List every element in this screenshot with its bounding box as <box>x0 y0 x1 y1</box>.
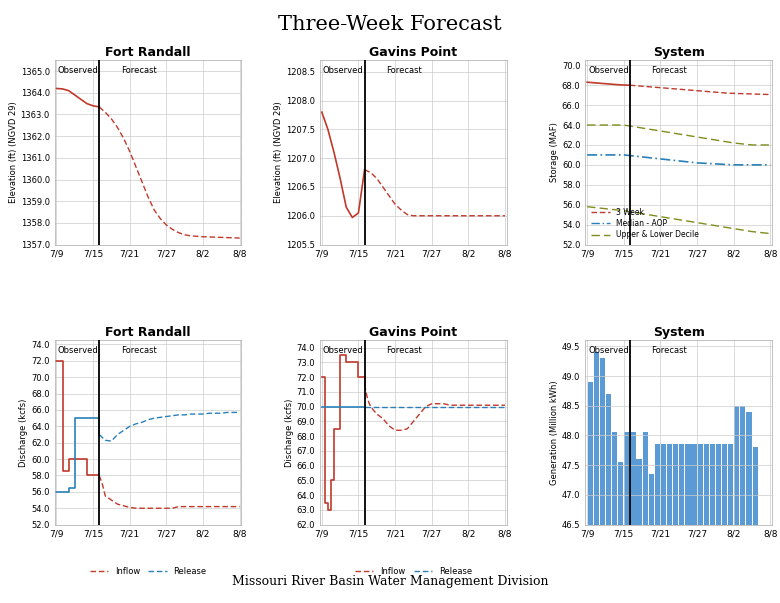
Bar <box>740 406 746 525</box>
Bar <box>636 459 642 525</box>
Text: Forecast: Forecast <box>651 66 687 75</box>
Text: Observed: Observed <box>58 346 98 355</box>
Y-axis label: Elevation (ft) (NGVD 29): Elevation (ft) (NGVD 29) <box>275 101 283 203</box>
Y-axis label: Elevation (ft) (NGVD 29): Elevation (ft) (NGVD 29) <box>9 101 18 203</box>
Bar <box>691 444 697 525</box>
Y-axis label: Generation (Million kWh): Generation (Million kWh) <box>550 380 559 485</box>
Bar <box>619 463 623 525</box>
Bar <box>606 394 611 525</box>
Bar <box>716 444 721 525</box>
Text: Observed: Observed <box>588 66 629 75</box>
Bar <box>649 474 654 525</box>
Bar <box>728 444 733 525</box>
Title: Gavins Point: Gavins Point <box>370 326 457 339</box>
Legend: Inflow, Release: Inflow, Release <box>352 564 475 579</box>
Bar <box>679 444 684 525</box>
Bar <box>630 432 636 525</box>
Bar <box>624 432 629 525</box>
Y-axis label: Storage (MAF): Storage (MAF) <box>550 122 559 182</box>
Text: Missouri River Basin Water Management Division: Missouri River Basin Water Management Di… <box>232 575 548 588</box>
Text: Observed: Observed <box>323 346 363 355</box>
Bar <box>654 444 660 525</box>
Bar <box>704 444 709 525</box>
Legend: Inflow, Release: Inflow, Release <box>87 564 210 579</box>
Title: System: System <box>653 46 704 59</box>
Y-axis label: Discharge (kcfs): Discharge (kcfs) <box>285 399 294 467</box>
Bar <box>594 352 599 525</box>
Text: Observed: Observed <box>58 66 98 75</box>
Bar <box>734 406 739 525</box>
Bar <box>612 432 617 525</box>
Bar <box>722 444 727 525</box>
Title: Fort Randall: Fort Randall <box>105 326 191 339</box>
Bar <box>697 444 703 525</box>
Bar <box>753 447 757 525</box>
Y-axis label: Discharge (kcfs): Discharge (kcfs) <box>20 399 28 467</box>
Bar <box>661 444 666 525</box>
Bar <box>600 358 605 525</box>
Bar <box>746 412 752 525</box>
Text: Observed: Observed <box>323 66 363 75</box>
Bar <box>587 382 593 525</box>
Bar <box>673 444 679 525</box>
Title: Gavins Point: Gavins Point <box>370 46 457 59</box>
Text: Forecast: Forecast <box>386 66 422 75</box>
Bar <box>667 444 672 525</box>
Title: Fort Randall: Fort Randall <box>105 46 191 59</box>
Title: System: System <box>653 326 704 339</box>
Text: Forecast: Forecast <box>651 346 687 355</box>
Bar <box>686 444 690 525</box>
Bar <box>710 444 715 525</box>
Text: Forecast: Forecast <box>121 346 156 355</box>
Text: Observed: Observed <box>588 346 629 355</box>
Text: Three-Week Forecast: Three-Week Forecast <box>278 15 502 34</box>
Bar <box>643 432 647 525</box>
Text: Forecast: Forecast <box>386 346 422 355</box>
Text: Forecast: Forecast <box>121 66 156 75</box>
Legend: 3 Week, Median - AOP, Upper & Lower Decile: 3 Week, Median - AOP, Upper & Lower Deci… <box>589 206 700 241</box>
